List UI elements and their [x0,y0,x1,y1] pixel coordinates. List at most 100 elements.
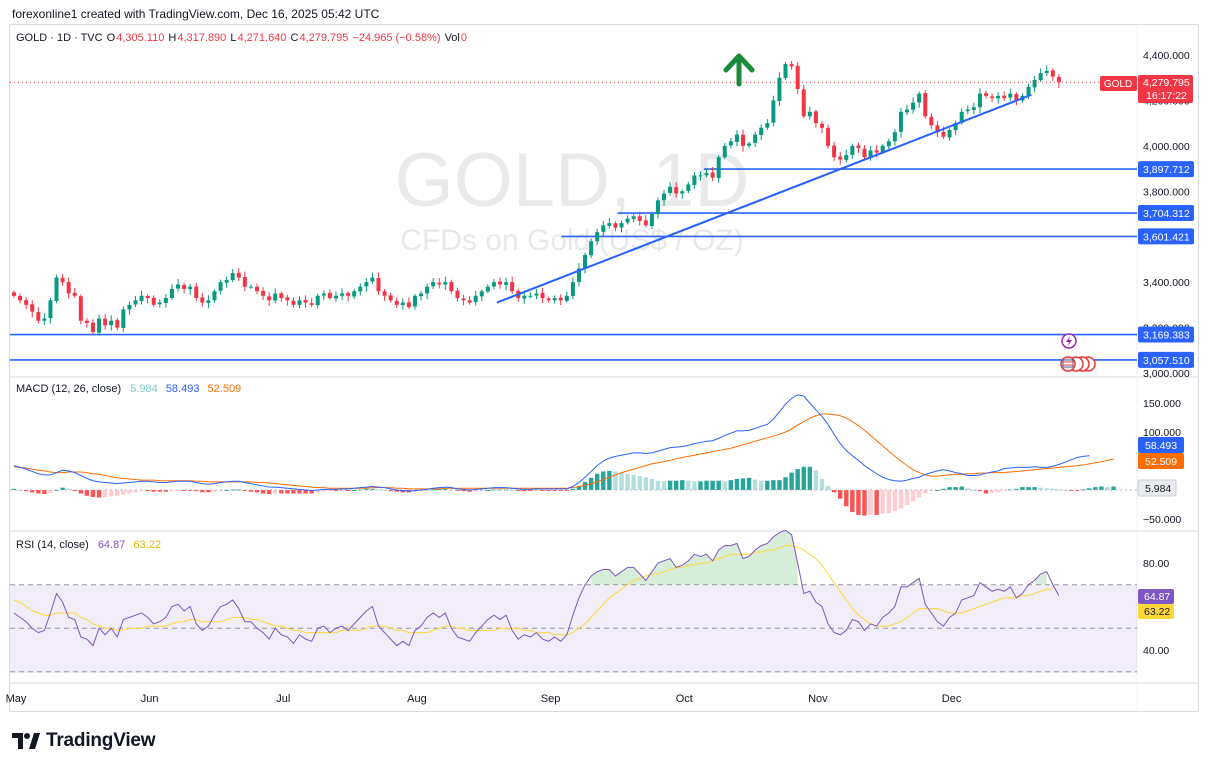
candle-body [813,111,818,124]
macd-histogram-bar [886,490,891,514]
candle-body [461,298,466,301]
badge-countdown: 16:17:22 [1146,90,1187,102]
candle-body [218,282,223,291]
macd-histogram [11,466,1116,516]
macd-histogram-bar [115,490,120,496]
candle-body [692,175,697,186]
macd-histogram-bar [655,480,661,490]
candle-body [886,141,891,147]
candle-body [552,298,557,301]
macd-histogram-bar [680,480,685,490]
macd-legend-signal: 52.509 [207,383,242,395]
candle-body [819,123,824,128]
candle-body [747,143,752,146]
macd-histogram-bar [831,490,837,493]
rsi-tick-label: 80.00 [1143,558,1169,570]
flash-event-icon[interactable] [1061,333,1077,349]
time-axis-label: Nov [808,693,828,705]
candle-body [297,300,302,305]
level-badge-label: 3,169.383 [1143,330,1190,342]
tradingview-logo[interactable]: TradingView [12,730,156,752]
candle-body [182,285,187,289]
macd-histogram-bar [516,490,521,491]
candle-body [157,302,162,305]
tradingview-mark-icon [12,733,40,749]
candle-body [261,290,266,296]
candle-body [996,95,1001,99]
macd-legend-macd: 58.493 [165,383,200,395]
candle-body [905,109,910,113]
macd-histogram-bar [971,490,977,491]
legend-low: 4,271.640 [237,32,287,44]
candle-body [601,225,606,232]
candle-body [352,291,357,297]
rsi-title: RSI (14, close) [16,539,89,551]
candle-body [151,297,156,305]
macd-histogram-bar [352,490,357,491]
macd-histogram-bar [1087,488,1092,490]
candle-body [971,107,976,110]
price-tick-label: 4,000.000 [1143,141,1190,153]
candle-body [540,292,545,299]
candle-body [844,154,849,160]
candle-body [534,293,539,296]
time-axis-label: Sep [541,693,561,705]
candle-body [874,150,879,153]
level-badge-label: 3,057.510 [1143,355,1190,367]
macd-histogram-bar [200,490,205,493]
candle-body [467,300,472,303]
candle-body [576,268,581,282]
economic-event-flags-icon[interactable] [1060,356,1096,372]
level-badge-label: 3,601.421 [1143,231,1190,243]
candle-body [607,223,612,226]
candle-body [977,93,982,108]
candle-body [923,93,928,117]
candle-body [236,272,241,278]
macd-histogram-bar [418,490,424,492]
macd-histogram-bar [759,480,764,490]
macd-histogram-bar [637,476,642,490]
candle-body [892,132,897,142]
macd-line [13,394,1090,492]
macd-histogram-bar [364,488,369,490]
macd-histogram-bar [546,490,551,491]
candle-body [637,216,642,221]
macd-histogram-bar [710,480,715,490]
macd-value-badges: 58.493 52.509 5.984 [1137,437,1184,497]
rsi-overbought-area [1034,571,1047,585]
candle-body [121,309,126,328]
candle-body [54,277,59,301]
macd-histogram-bar [576,485,582,490]
candle-body [78,296,83,321]
macd-histogram-bar [400,490,405,493]
macd-legend[interactable]: MACD (12, 26, close) 5.984 58.493 52.509 [16,383,242,395]
legend-close: 4,279.795 [299,32,349,44]
candle-body [285,297,290,301]
rsi-legend[interactable]: RSI (14, close) 64.87 63.22 [16,539,162,551]
candle-body [795,65,800,90]
candle-body [1002,95,1007,99]
rsi-line [13,529,1060,647]
candle-body [680,191,685,194]
main-legend[interactable]: GOLD · 1D · TVC O4,305.110 H4,317.890 L4… [16,32,468,44]
legend-open: 4,305.110 [116,32,165,44]
candle-body [230,273,235,281]
macd-histogram-bar [461,490,466,492]
macd-histogram-bar [169,490,175,492]
candle-body [109,320,114,326]
candle-body [291,300,296,305]
level-badge [1138,161,1194,178]
candle-body [941,131,946,137]
candle-body [801,89,806,117]
candle-body [868,150,873,158]
macd-histogram-bar [443,488,448,490]
macd-histogram-bar [941,488,946,490]
macd-histogram-bar [661,481,667,490]
candle-body [759,127,764,135]
macd-histogram-bar [333,490,339,492]
macd-histogram-bar [181,490,187,491]
macd-histogram-bar [11,488,17,490]
candle-body [771,100,776,123]
candle-body [491,282,496,287]
